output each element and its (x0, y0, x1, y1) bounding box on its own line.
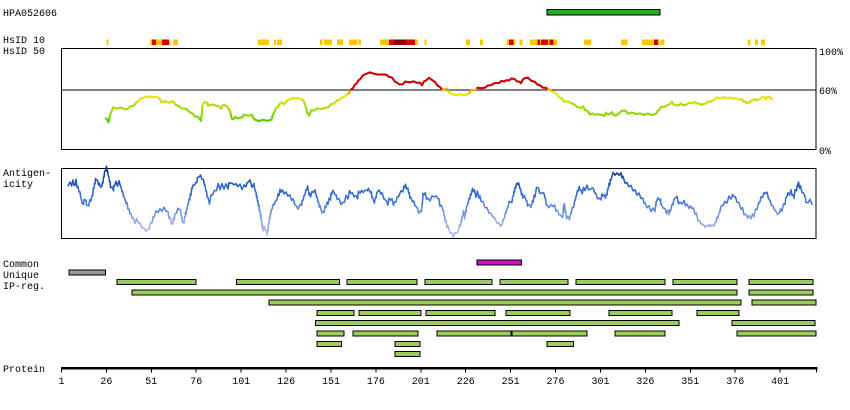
svg-text:226: 226 (457, 377, 475, 388)
svg-text:401: 401 (771, 377, 789, 388)
svg-text:351: 351 (681, 377, 699, 388)
svg-text:Antigen-: Antigen- (3, 168, 51, 180)
svg-text:176: 176 (367, 377, 385, 388)
svg-text:376: 376 (726, 377, 744, 388)
svg-text:276: 276 (547, 377, 565, 388)
svg-text:26: 26 (100, 377, 112, 388)
svg-text:51: 51 (145, 377, 157, 388)
svg-text:326: 326 (636, 377, 654, 388)
svg-text:76: 76 (190, 377, 202, 388)
svg-text:101: 101 (232, 377, 250, 388)
svg-text:126: 126 (277, 377, 295, 388)
svg-text:1: 1 (59, 377, 65, 388)
svg-text:HsID 50: HsID 50 (3, 47, 45, 58)
svg-text:301: 301 (592, 377, 610, 388)
svg-text:IP-reg.: IP-reg. (3, 282, 45, 293)
svg-text:icity: icity (3, 179, 33, 191)
svg-text:Common: Common (3, 260, 39, 271)
svg-text:Unique: Unique (3, 270, 39, 282)
svg-text:151: 151 (322, 377, 340, 388)
svg-text:60%: 60% (819, 87, 837, 98)
svg-text:100%: 100% (819, 48, 843, 59)
svg-text:HPA052606: HPA052606 (3, 9, 57, 20)
svg-text:HsID 10: HsID 10 (3, 36, 45, 47)
svg-text:201: 201 (412, 377, 430, 388)
svg-text:251: 251 (502, 377, 520, 388)
svg-text:0%: 0% (819, 147, 831, 158)
svg-text:Protein: Protein (3, 364, 45, 376)
